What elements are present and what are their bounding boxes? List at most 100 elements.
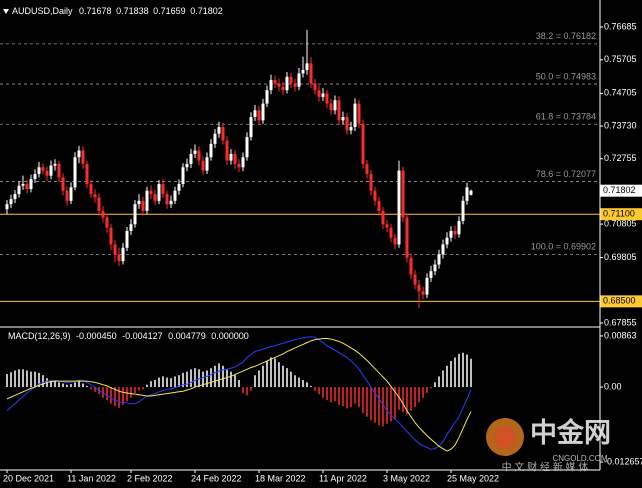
histogram-bar	[366, 387, 368, 417]
histogram-bar	[262, 365, 264, 388]
histogram-bar	[354, 387, 356, 404]
candle-body	[313, 83, 317, 91]
candle-body	[397, 170, 401, 245]
histogram-bar	[286, 368, 288, 388]
candle-body	[381, 210, 385, 225]
candle-body	[265, 90, 269, 104]
histogram-bar	[210, 368, 212, 388]
symbol-title: AUDUSD,Daily	[12, 6, 73, 16]
histogram-bar	[158, 377, 160, 388]
histogram-bar	[34, 371, 36, 388]
candle-body	[65, 190, 69, 201]
candle-body	[105, 217, 109, 228]
histogram-bar	[90, 387, 92, 390]
candle-body	[21, 184, 25, 186]
candle-body	[325, 93, 329, 104]
fib-level-label: 78.6 = 0.72077	[536, 169, 596, 179]
histogram-bar	[222, 365, 224, 388]
histogram-bar	[94, 387, 96, 392]
candle-body	[309, 63, 313, 84]
candle-body	[77, 150, 81, 158]
candle-body	[217, 127, 221, 134]
header-low: 0.71659	[153, 6, 186, 16]
candle-body	[61, 177, 65, 191]
histogram-bar	[434, 382, 436, 388]
y-tick-label: 0.67855	[604, 317, 637, 327]
histogram-bar	[418, 387, 420, 403]
histogram-bar	[410, 387, 412, 411]
candle-body	[161, 184, 165, 195]
histogram-bar	[394, 387, 396, 420]
candle-body	[305, 63, 309, 71]
histogram-bar	[42, 375, 44, 388]
histogram-bar	[374, 387, 376, 423]
x-tick-label: 11 Apr 2022	[319, 473, 367, 483]
candle-body	[121, 247, 125, 262]
histogram-bar	[382, 387, 384, 427]
header-high: 0.71838	[116, 6, 149, 16]
histogram-bar	[194, 368, 196, 388]
histogram-bar	[114, 387, 116, 407]
candle-body	[181, 167, 185, 185]
histogram-bar	[258, 370, 260, 388]
candle-body	[441, 244, 445, 255]
y-tick-label: 0.00863	[604, 330, 637, 340]
histogram-bar	[226, 369, 228, 388]
candle-body	[113, 244, 117, 255]
candle-body	[457, 220, 461, 235]
candle-body	[353, 103, 357, 128]
candle-body	[73, 157, 77, 188]
price-label-box	[600, 295, 642, 308]
histogram-bar	[242, 387, 244, 393]
histogram-bar	[346, 387, 348, 409]
candle-body	[393, 237, 397, 245]
histogram-bar	[406, 387, 408, 415]
histogram-bar	[206, 370, 208, 388]
histogram-bar	[402, 387, 404, 412]
candle-body	[425, 277, 429, 295]
histogram-bar	[86, 385, 88, 388]
last-price-box	[600, 184, 642, 197]
candle-body	[5, 204, 9, 210]
header-close: 0.71802	[190, 6, 223, 16]
candle-body	[89, 184, 93, 195]
candle-body	[225, 140, 229, 161]
watermark: 中金网 CNGOLD.COM 中 文 财 经 新 媒 体	[486, 417, 611, 474]
histogram-bar	[146, 384, 148, 388]
histogram-bar	[26, 370, 28, 388]
price-label: 0.68500	[603, 296, 636, 306]
candle-body	[157, 184, 161, 201]
candle-body	[365, 163, 369, 174]
histogram-bar	[266, 360, 268, 388]
candle-body	[361, 123, 365, 164]
histogram-bar	[290, 371, 292, 388]
histogram-bar	[186, 371, 188, 388]
candle-body	[177, 184, 181, 191]
histogram-bar	[138, 387, 140, 391]
candle-body	[221, 127, 225, 141]
last-price-label: 0.71802	[603, 185, 636, 195]
histogram-bar	[130, 387, 132, 398]
histogram-bar	[18, 369, 20, 388]
candle-body	[389, 227, 393, 238]
candle-body	[85, 163, 89, 185]
histogram-bar	[122, 387, 124, 405]
histogram-bar	[330, 387, 332, 403]
histogram-bar	[134, 387, 136, 393]
candle-body	[133, 204, 137, 225]
candle-body	[33, 173, 37, 180]
histogram-bar	[230, 371, 232, 388]
histogram-bar	[74, 382, 76, 388]
histogram-bar	[438, 376, 440, 388]
histogram-bar	[22, 369, 24, 388]
candle-body	[197, 150, 201, 161]
candle-body	[465, 187, 469, 201]
histogram-bar	[386, 387, 388, 424]
y-tick-label: 0.69805	[604, 252, 637, 262]
candle-body	[129, 224, 133, 231]
y-tick-label: 0.70805	[604, 218, 637, 228]
candle-body	[349, 127, 353, 131]
candle-body	[369, 173, 373, 191]
histogram-bar	[282, 365, 284, 388]
